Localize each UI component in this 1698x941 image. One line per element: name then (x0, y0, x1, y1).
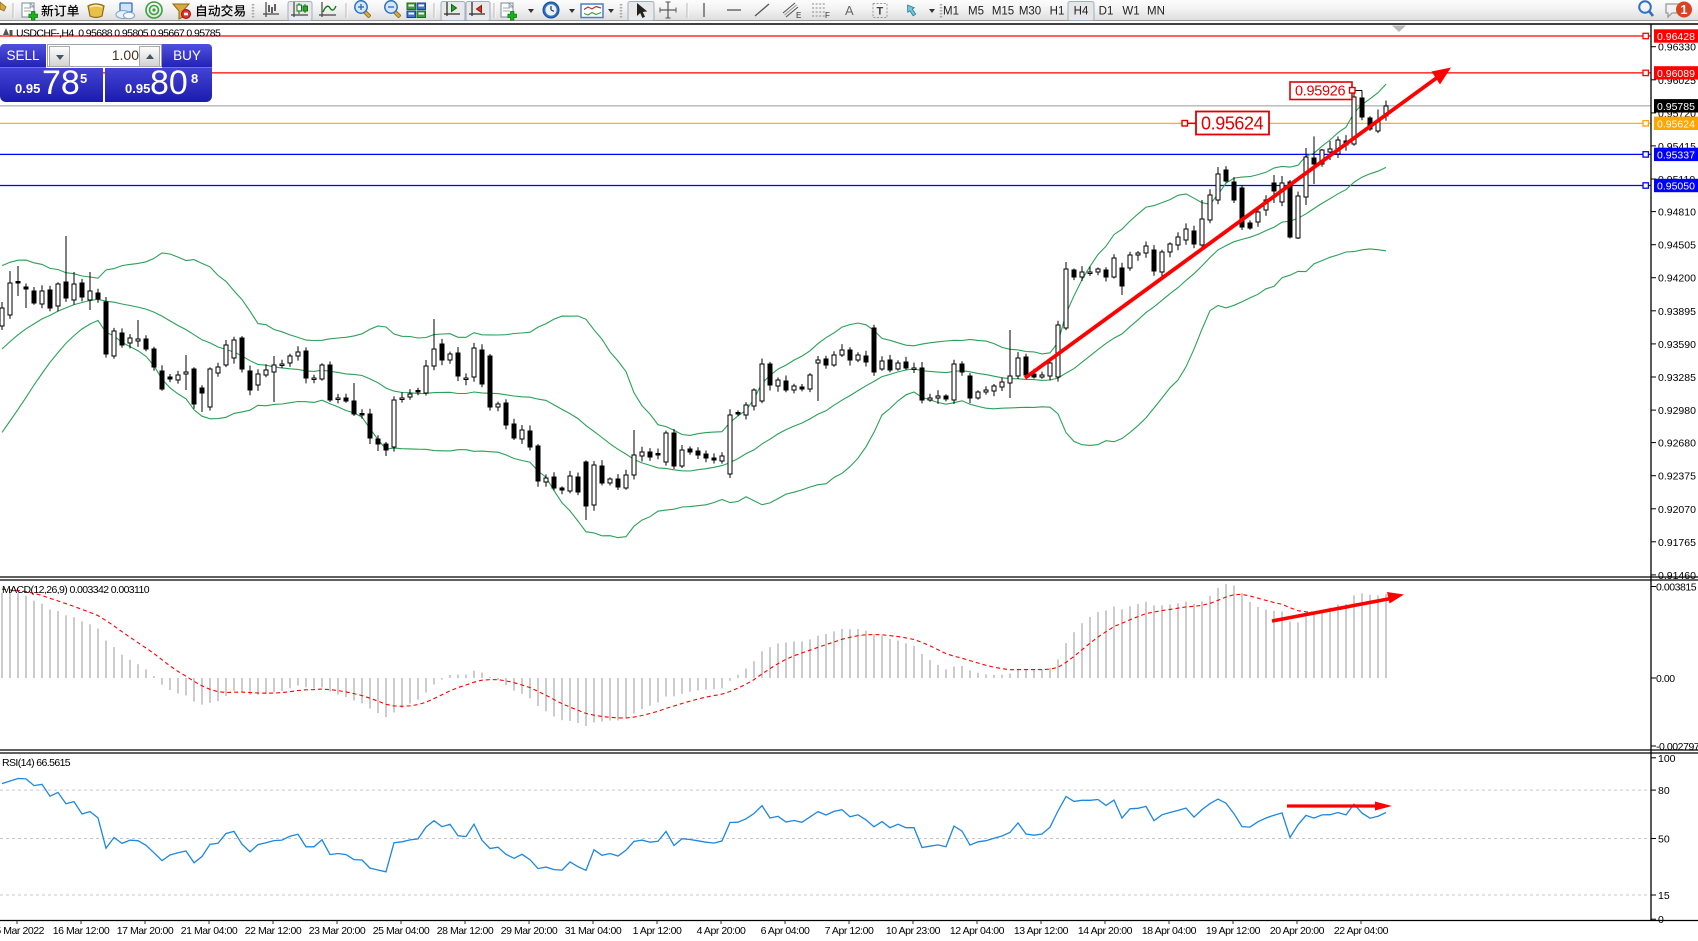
svg-text:A: A (845, 3, 854, 18)
svg-text:W1: W1 (1122, 6, 1139, 18)
svg-text:22 Apr 04:00: 22 Apr 04:00 (1334, 925, 1389, 937)
svg-text:F: F (825, 11, 830, 20)
svg-text:0.95926: 0.95926 (1295, 84, 1346, 100)
svg-text:E: E (796, 11, 801, 20)
svg-text:18 Apr 04:00: 18 Apr 04:00 (1142, 925, 1197, 937)
svg-text:12 Apr 04:00: 12 Apr 04:00 (950, 925, 1005, 937)
svg-text:0.95785: 0.95785 (1657, 101, 1695, 113)
svg-text:19 Apr 12:00: 19 Apr 12:00 (1206, 925, 1261, 937)
svg-text:80: 80 (1658, 785, 1670, 797)
svg-text:0.96428: 0.96428 (1657, 31, 1695, 43)
svg-text:0.91460: 0.91460 (1658, 570, 1696, 582)
svg-text:17 Mar 20:00: 17 Mar 20:00 (117, 925, 174, 937)
svg-text:21 Mar 04:00: 21 Mar 04:00 (181, 925, 238, 937)
svg-text:0.94505: 0.94505 (1658, 240, 1696, 252)
svg-text:D1: D1 (1099, 6, 1114, 18)
svg-text:M1: M1 (943, 6, 959, 18)
svg-text:15 Mar 2022: 15 Mar 2022 (0, 925, 45, 937)
svg-text:-0.002797: -0.002797 (1656, 741, 1698, 753)
svg-text:0.93285: 0.93285 (1658, 372, 1696, 384)
svg-text:MN: MN (1147, 6, 1165, 18)
svg-text:31 Mar 04:00: 31 Mar 04:00 (565, 925, 622, 937)
svg-text:0.95624: 0.95624 (1201, 114, 1264, 134)
svg-text:100: 100 (1658, 753, 1676, 765)
svg-text:1 Apr 12:00: 1 Apr 12:00 (633, 925, 682, 937)
svg-text:0.95050: 0.95050 (1657, 181, 1695, 193)
svg-text:H4: H4 (1074, 6, 1089, 18)
svg-text:29 Mar 20:00: 29 Mar 20:00 (501, 925, 558, 937)
svg-text:USDCHF-,H4 0.95688 0.95805 0.: USDCHF-,H4 0.95688 0.95805 0.95667 0.957… (16, 28, 221, 40)
svg-text:25 Mar 04:00: 25 Mar 04:00 (373, 925, 430, 937)
svg-text:10 Apr 23:00: 10 Apr 23:00 (886, 925, 941, 937)
svg-text:15: 15 (1658, 890, 1670, 902)
svg-text:0.96330: 0.96330 (1658, 42, 1696, 54)
svg-text:6 Apr 04:00: 6 Apr 04:00 (761, 925, 810, 937)
svg-text:22 Mar 12:00: 22 Mar 12:00 (245, 925, 302, 937)
svg-text:0.92375: 0.92375 (1658, 471, 1696, 483)
svg-text:RSI(14) 66.5615: RSI(14) 66.5615 (2, 757, 71, 769)
svg-text:0.94200: 0.94200 (1658, 273, 1696, 285)
svg-text:0.95624: 0.95624 (1657, 119, 1695, 131)
svg-text:T: T (877, 6, 884, 18)
svg-text:16 Mar 12:00: 16 Mar 12:00 (53, 925, 110, 937)
svg-text:4 Apr 20:00: 4 Apr 20:00 (697, 925, 746, 937)
svg-text:0.96089: 0.96089 (1657, 68, 1695, 80)
svg-text:0.91765: 0.91765 (1658, 537, 1696, 549)
svg-text:0: 0 (1658, 914, 1664, 926)
svg-text:23 Mar 20:00: 23 Mar 20:00 (309, 925, 366, 937)
svg-text:7 Apr 12:00: 7 Apr 12:00 (825, 925, 874, 937)
svg-text:14 Apr 20:00: 14 Apr 20:00 (1078, 925, 1133, 937)
svg-text:0.94810: 0.94810 (1658, 207, 1696, 219)
svg-text:20 Apr 20:00: 20 Apr 20:00 (1270, 925, 1325, 937)
svg-text:0.92070: 0.92070 (1658, 504, 1696, 516)
svg-text:50: 50 (1658, 834, 1670, 846)
svg-text:0.00: 0.00 (1656, 673, 1675, 685)
svg-text:MACD(12,26,9) 0.003342 0.00311: MACD(12,26,9) 0.003342 0.003110 (2, 584, 150, 596)
svg-text:28 Mar 12:00: 28 Mar 12:00 (437, 925, 494, 937)
svg-text:1: 1 (1681, 3, 1688, 17)
svg-text:M5: M5 (968, 6, 984, 18)
svg-text:0.92680: 0.92680 (1658, 438, 1696, 450)
svg-text:0.95337: 0.95337 (1657, 150, 1695, 162)
svg-text:13 Apr 12:00: 13 Apr 12:00 (1014, 925, 1069, 937)
svg-text:M15: M15 (992, 6, 1014, 18)
svg-text:0.93895: 0.93895 (1658, 306, 1696, 318)
svg-text:0.92980: 0.92980 (1658, 405, 1696, 417)
svg-text:0.003815: 0.003815 (1656, 582, 1697, 594)
svg-text:0.93590: 0.93590 (1658, 339, 1696, 351)
svg-text:H1: H1 (1050, 6, 1065, 18)
svg-text:M30: M30 (1019, 6, 1041, 18)
